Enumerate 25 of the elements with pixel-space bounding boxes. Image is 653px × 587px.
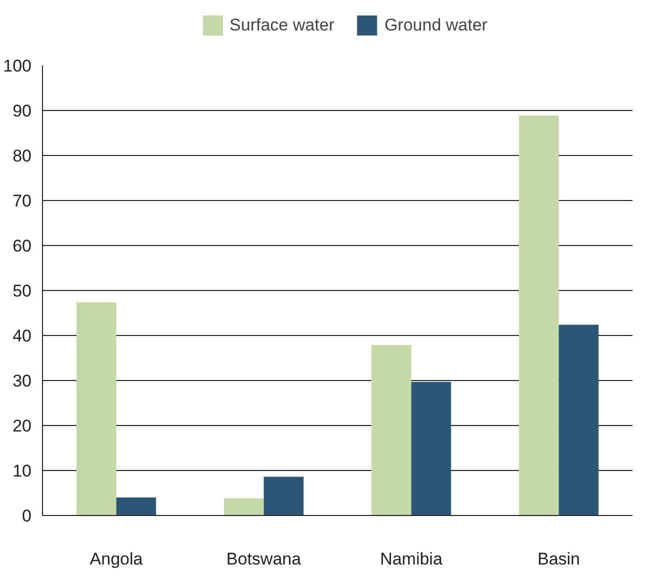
y-tick-label: 10 [12,462,32,480]
bar [116,498,156,516]
bar [558,324,599,516]
bar [411,382,452,516]
x-tick-label: Basin [537,550,580,568]
y-tick-label: 0 [22,506,32,526]
y-tick-label: 30 [12,372,32,390]
legend-label: Surface water [230,15,334,35]
y-tick-label: 80 [12,146,32,166]
y-tick-label: 20 [12,416,32,436]
y-tick-label: 50 [12,282,32,300]
y-tick-label: 60 [12,236,32,256]
legend-label: Ground water [384,15,488,35]
bar [76,302,116,516]
y-tick-label: 90 [12,102,32,120]
bar [371,344,412,516]
x-tick-label: Botswana [226,550,302,568]
bar [264,476,304,516]
y-tick-label: 70 [12,192,32,210]
x-tick-label: Angola [90,550,144,568]
y-tick-label: 40 [12,326,32,346]
bar [518,115,559,516]
x-tick-label: Namibia [380,550,443,568]
bar [224,498,264,516]
y-tick-label: 100 [3,56,32,76]
